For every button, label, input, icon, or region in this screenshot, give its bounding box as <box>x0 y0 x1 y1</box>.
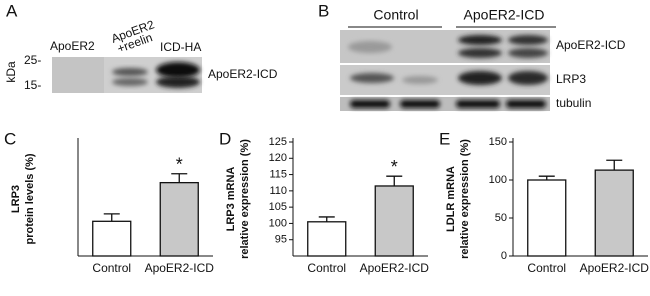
bar <box>374 185 414 257</box>
x-tick-label: ApoER2-ICD <box>360 261 430 275</box>
marker-label: 15- <box>24 78 41 92</box>
y-tick-label: 100 <box>489 174 507 186</box>
y-axis-title: protein levels (%) <box>24 153 36 244</box>
significance-mark: * <box>176 154 183 174</box>
lane-label: ApoER2 <box>50 39 95 53</box>
y-tick-label: 100 <box>269 217 287 229</box>
panel-letter: A <box>6 1 18 20</box>
bar <box>159 181 199 257</box>
y-tick-label: 110 <box>269 185 287 197</box>
bar <box>594 169 634 257</box>
y-tick-label: 105 <box>269 201 287 213</box>
bar <box>527 179 567 257</box>
panel-letter: C <box>4 129 16 148</box>
y-axis-title: relative expression (%) <box>239 139 251 259</box>
error-bar <box>606 159 623 171</box>
y-tick-label: 150 <box>489 136 507 148</box>
y-axis-title: LRP3 mRNA <box>225 167 237 232</box>
y-tick-label: 120 <box>269 152 287 164</box>
bar <box>92 220 132 257</box>
marker-label: 25- <box>24 53 41 67</box>
significance-mark: * <box>391 157 398 177</box>
panel-letter: E <box>439 129 450 148</box>
error-bar <box>386 175 403 186</box>
row-label: ApoER2-ICD <box>556 38 626 52</box>
band-label: ApoER2-ICD <box>208 67 278 81</box>
x-tick-label: Control <box>307 261 346 275</box>
group-label: Control <box>373 7 418 23</box>
row-label: LRP3 <box>556 72 586 86</box>
error-bar <box>103 213 120 222</box>
y-axis-title: LDLR mRNA <box>445 166 457 232</box>
blot <box>52 57 202 93</box>
x-tick-label: ApoER2-ICD <box>145 261 215 275</box>
group-label: ApoER2-ICD <box>464 7 545 23</box>
x-tick-label: ApoER2-ICD <box>580 261 650 275</box>
x-tick-label: Control <box>527 261 566 275</box>
error-bar <box>171 173 188 183</box>
row-label: tubulin <box>556 96 591 110</box>
panel-letter: D <box>219 129 231 148</box>
y-tick-label: 50 <box>495 212 507 224</box>
panel-letter: B <box>318 1 329 20</box>
error-bar <box>318 216 335 222</box>
y-axis-title: LRP3 <box>10 185 22 213</box>
error-bar <box>538 175 555 180</box>
lane-label: ICD-HA <box>160 40 201 54</box>
x-tick-label: Control <box>92 261 131 275</box>
y-tick-label: 115 <box>269 168 287 180</box>
y-tick-label: 125 <box>269 136 287 148</box>
unit-label: kDa <box>4 61 18 83</box>
bar <box>307 221 347 257</box>
blot <box>340 30 550 111</box>
y-tick-label: 95 <box>275 234 287 246</box>
y-axis-title: relative expression (%) <box>459 139 471 259</box>
y-tick-label: 0 <box>501 250 507 262</box>
